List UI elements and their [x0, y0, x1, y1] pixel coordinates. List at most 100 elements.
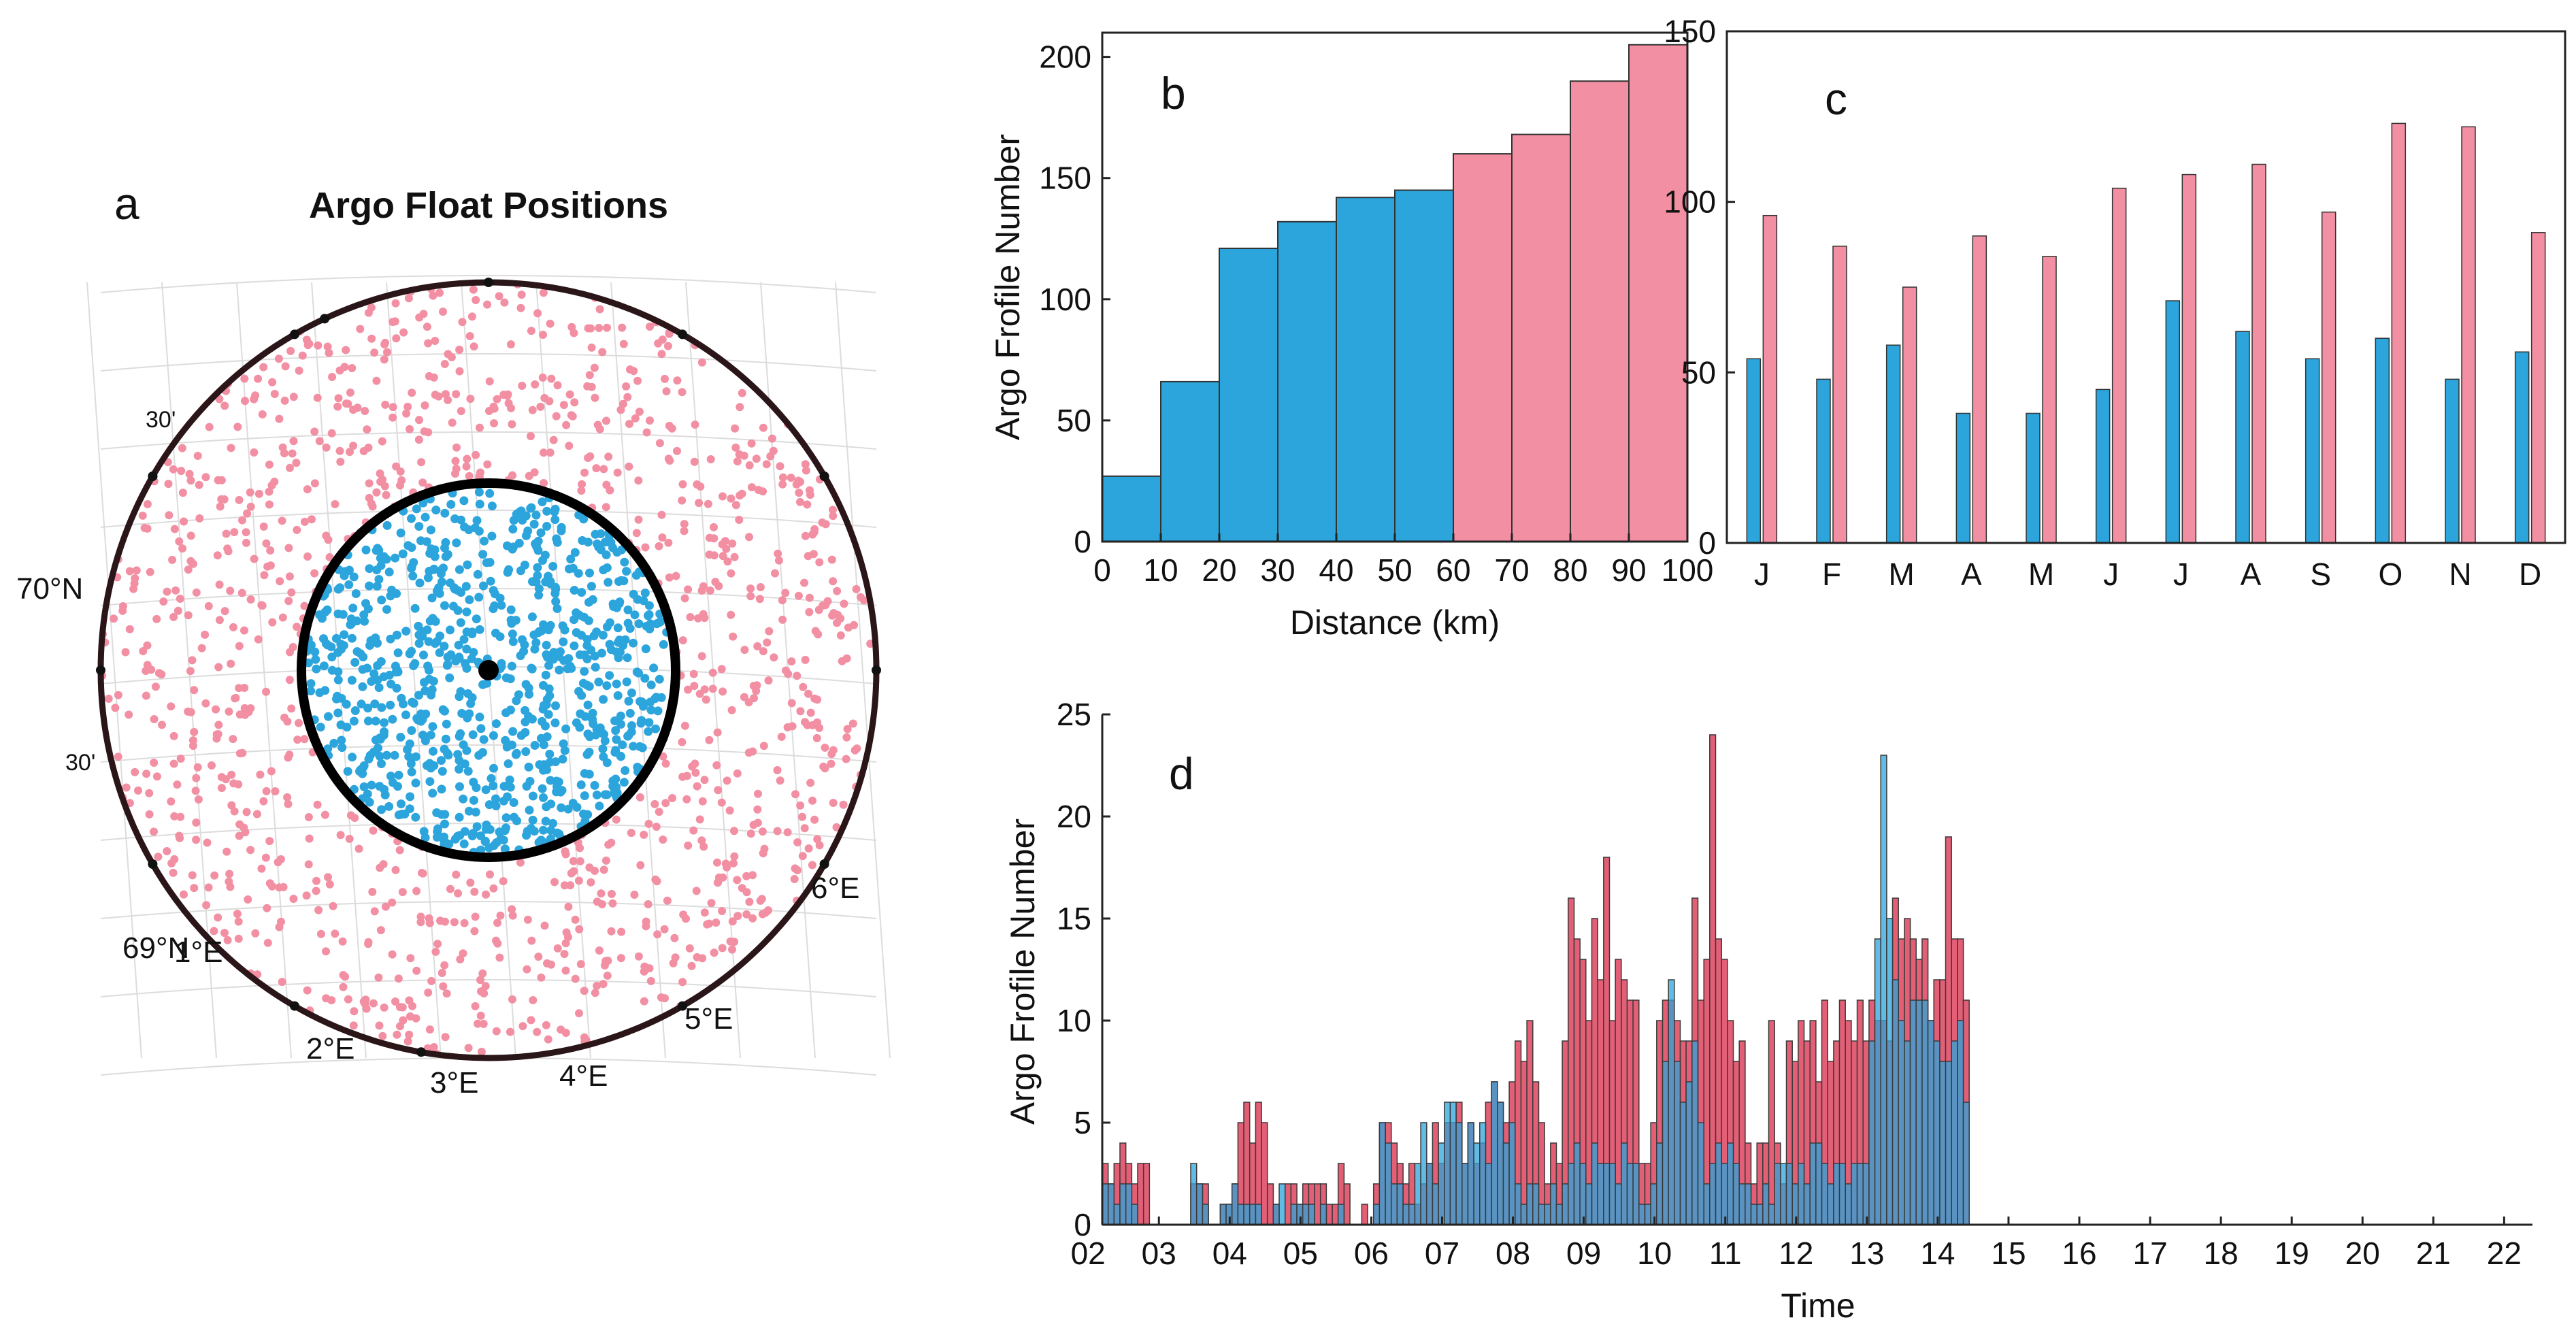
float-point-inner [507, 618, 516, 628]
float-point-outer [799, 682, 808, 691]
float-point-outer [706, 455, 715, 463]
float-point-outer [192, 836, 201, 844]
float-point-outer [466, 395, 475, 403]
b-x-tick-label: 70 [1494, 552, 1529, 588]
float-point-outer [259, 363, 268, 371]
float-point-outer [644, 900, 653, 908]
float-point-outer [517, 291, 526, 299]
float-point-inner [358, 682, 367, 691]
float-point-outer [293, 525, 301, 534]
float-point-inner [411, 778, 420, 788]
float-point-outer [356, 325, 365, 333]
float-point-outer [499, 391, 508, 399]
float-point-outer [603, 972, 612, 980]
float-point-inner [503, 541, 512, 550]
float-point-outer [439, 308, 447, 316]
float-point-outer [585, 371, 594, 380]
float-point-outer [278, 613, 287, 622]
float-point-outer [690, 457, 699, 466]
float-point-inner [464, 525, 474, 535]
float-point-inner [445, 673, 455, 682]
float-point-inner [408, 572, 418, 581]
float-point-outer [380, 340, 389, 349]
float-point-inner [359, 652, 368, 662]
float-point-outer [376, 926, 385, 935]
float-point-outer [201, 699, 210, 708]
float-point-inner [344, 580, 354, 589]
float-point-inner [569, 586, 579, 595]
float-point-inner [320, 686, 330, 695]
float-point-outer [852, 584, 861, 593]
float-point-inner [462, 644, 472, 654]
float-point-outer [361, 407, 369, 415]
float-point-outer [493, 395, 501, 403]
float-point-outer [754, 789, 762, 798]
float-point-outer [240, 704, 249, 712]
float-point-inner [474, 527, 484, 536]
float-point-outer [425, 1025, 434, 1034]
float-point-inner [527, 503, 536, 512]
b-x-tick-label: 10 [1143, 552, 1178, 588]
float-point-outer [210, 927, 218, 936]
float-point-outer [350, 814, 359, 822]
float-point-outer [777, 732, 786, 741]
float-point-outer [381, 902, 390, 911]
float-point-inner [487, 501, 497, 511]
float-point-outer [214, 476, 222, 484]
float-point-inner [559, 739, 568, 748]
float-point-outer [341, 972, 350, 981]
b-bar [1453, 153, 1513, 543]
float-point-outer [490, 419, 498, 428]
float-point-inner [459, 839, 469, 848]
float-point-outer [740, 451, 748, 460]
float-point-outer [539, 331, 547, 339]
float-point-outer [680, 527, 689, 535]
float-point-inner [531, 539, 540, 548]
c-x-tick-label: D [2519, 557, 2541, 592]
d-bar-inner [1621, 1142, 1628, 1225]
float-point-outer [759, 742, 768, 750]
float-point-outer [644, 819, 653, 828]
float-point-outer [242, 808, 251, 816]
float-point-outer [805, 608, 814, 616]
float-point-outer [697, 652, 706, 661]
c-y-tick-label: 0 [1698, 525, 1716, 561]
float-point-outer [853, 744, 861, 753]
center-point [478, 660, 499, 680]
d-y-tick-label: 10 [1057, 1003, 1091, 1038]
float-point-outer [787, 657, 796, 666]
float-point-inner [427, 544, 436, 554]
float-point-inner [596, 545, 606, 555]
float-point-inner [396, 528, 406, 538]
float-point-outer [678, 978, 687, 987]
float-point-inner [437, 767, 447, 776]
float-point-outer [536, 402, 545, 411]
float-point-outer [320, 810, 329, 819]
float-point-outer [566, 881, 575, 890]
float-point-inner [316, 723, 325, 732]
float-point-inner [491, 629, 500, 638]
d-bar-inner [1515, 1183, 1522, 1225]
float-point-outer [794, 591, 803, 600]
float-point-inner [623, 605, 633, 614]
float-point-outer [672, 572, 680, 580]
float-point-inner [329, 738, 339, 748]
c-bar-inner [2445, 378, 2460, 544]
map-title: Argo Float Positions [309, 185, 668, 226]
float-point-inner [503, 792, 512, 801]
float-point-outer [801, 531, 810, 540]
float-point-inner [461, 582, 471, 591]
float-point-outer [664, 538, 673, 547]
float-point-outer [622, 382, 631, 391]
b-x-tick-label: 90 [1611, 552, 1646, 588]
float-point-inner [377, 805, 386, 814]
d-x-tick-label: 02 [1071, 1236, 1106, 1271]
float-point-outer [110, 614, 118, 623]
float-point-outer [630, 891, 639, 899]
float-point-outer [658, 533, 667, 542]
float-point-outer [717, 798, 726, 807]
float-point-outer [230, 807, 239, 816]
float-point-outer [164, 480, 173, 489]
